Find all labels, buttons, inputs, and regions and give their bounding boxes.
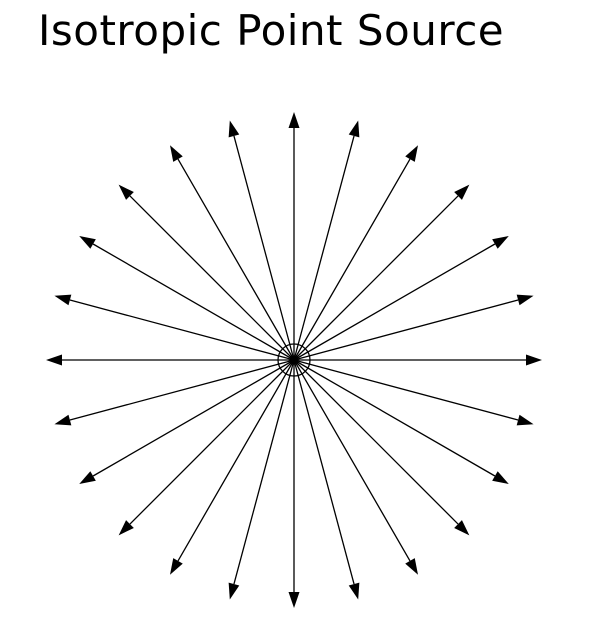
arrow-head <box>170 558 183 575</box>
ray-line <box>233 359 295 585</box>
arrow-head <box>170 145 183 162</box>
arrow-head <box>228 582 240 600</box>
page-title: Isotropic Point Source <box>38 6 505 55</box>
arrow-head <box>288 112 300 128</box>
ray-line <box>293 359 519 421</box>
source-dot <box>290 356 298 364</box>
ray-line <box>293 195 459 361</box>
ray-line <box>69 299 295 361</box>
arrow-head <box>454 520 470 536</box>
arrow-head <box>288 592 300 608</box>
arrow-head <box>54 294 72 306</box>
arrow-head <box>79 236 96 249</box>
ray-line <box>293 135 355 361</box>
point-source <box>277 343 311 377</box>
arrow-head <box>516 294 534 306</box>
arrow-head <box>492 236 509 249</box>
ray-line <box>293 359 411 562</box>
arrow-head <box>405 558 418 575</box>
ray-line <box>293 359 459 525</box>
arrow-head <box>54 414 72 426</box>
source-ring <box>277 343 311 377</box>
arrow-head <box>118 184 134 200</box>
arrow-head <box>348 582 360 600</box>
ray-line <box>92 359 295 477</box>
ray-line <box>69 359 295 421</box>
arrow-head <box>492 471 509 484</box>
ray-line <box>92 243 295 361</box>
arrow-head <box>516 414 534 426</box>
ray-line <box>293 359 496 477</box>
ray-line <box>177 359 295 562</box>
ray-line <box>233 135 295 361</box>
arrow-head <box>405 145 418 162</box>
ray-line <box>293 299 519 361</box>
arrow-head <box>79 471 96 484</box>
arrow-head <box>348 120 360 138</box>
arrow-head <box>526 354 542 366</box>
rays-group <box>46 112 542 608</box>
ray-line <box>293 243 496 361</box>
arrow-head <box>46 354 62 366</box>
arrow-head <box>228 120 240 138</box>
ray-line <box>129 195 295 361</box>
arrow-head <box>118 520 134 536</box>
ray-line <box>129 359 295 525</box>
ray-line <box>177 158 295 361</box>
ray-line <box>293 158 411 361</box>
ray-line <box>293 359 355 585</box>
arrow-head <box>454 184 470 200</box>
